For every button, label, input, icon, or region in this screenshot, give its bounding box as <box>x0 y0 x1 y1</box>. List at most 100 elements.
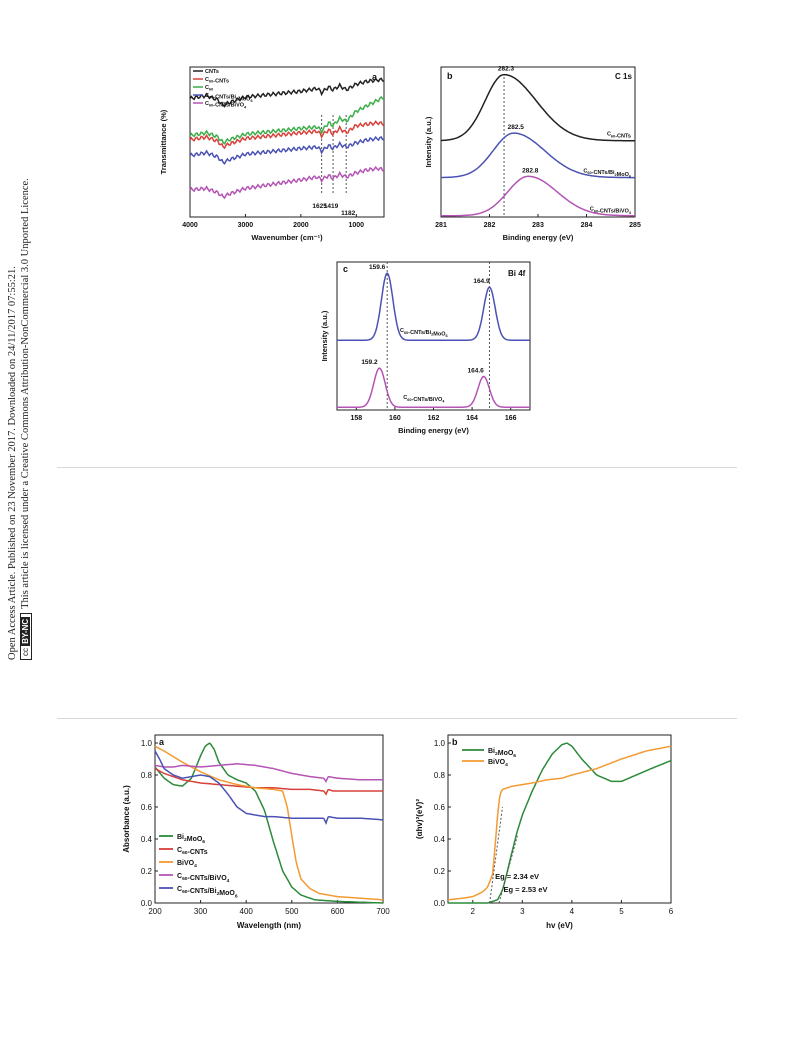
panel-label: b <box>447 71 453 81</box>
x-axis-label: Wavelength (nm) <box>237 921 301 930</box>
series-bi2moo6-line <box>448 742 672 904</box>
x-axis-label: Binding energy (eV) <box>398 426 469 435</box>
x-tick-label: 3000 <box>238 222 254 229</box>
ftir-figure: 4000 3000 2000 1000 Wavenumber (cm⁻¹) Transmi… <box>159 66 385 242</box>
legend-entry: C60-CNTs <box>205 77 229 85</box>
peak-label: 282.8 <box>522 167 539 174</box>
peak-label: 282.5 <box>508 124 525 131</box>
legend-entry: C60-CNTs/BiVO4 <box>177 873 230 884</box>
marker-label: 1625 <box>312 203 327 210</box>
x-tick-label: 282 <box>484 222 496 229</box>
series-c60-cnts-bivo4-line <box>189 165 385 200</box>
x-tick-label: 164 <box>466 415 478 422</box>
peak-label: 164.9 <box>473 278 490 285</box>
x-tick-label: 162 <box>428 415 440 422</box>
x-axis-label: Wavenumber (cm⁻¹) <box>251 233 323 242</box>
x-tick-label: 285 <box>629 222 641 229</box>
bi4f-figure: 158 160 162 164 166 Binding energy (eV) Intens… <box>320 261 531 435</box>
peak-label: 159.2 <box>361 359 378 366</box>
y-tick-label: 0.8 <box>434 771 446 780</box>
series-label: C60-CNTs/BiVO4 <box>403 395 445 403</box>
y-tick-label: 0.2 <box>434 867 446 876</box>
band-gap-annotation: Eg = 2.53 eV <box>504 885 548 894</box>
series-c60-cnts-bivo4-line <box>441 175 635 217</box>
tauc-figure: 2 3 4 5 6 0.0 0.2 0.4 0.6 0.8 1.0 hv (eV) (αhv)²(eV)… <box>415 734 674 930</box>
panel-label: b <box>452 737 458 747</box>
legend-entry: C60-CNTs <box>177 847 208 856</box>
x-tick-label: 5 <box>619 907 624 916</box>
series-c60-cnts-bi2moo6-line <box>337 272 530 341</box>
x-tick-label: 1000 <box>348 222 364 229</box>
x-tick-label: 160 <box>389 415 401 422</box>
x-tick-label: 500 <box>285 907 299 916</box>
series-c60-cnts-bi2moo6-line <box>154 750 384 826</box>
peak-label: 282.3 <box>498 66 515 73</box>
series-c60-cnts-bivo4-line <box>337 367 530 408</box>
legend-entry: Bi2MoO6 <box>488 748 516 759</box>
y-tick-label: 1.0 <box>141 739 153 748</box>
plot-frame <box>447 734 672 904</box>
uvvis-figure: 200 300 400 500 600 700 0.0 0.2 0.4 0.6 0.8 1.0 Wave… <box>122 734 390 930</box>
panel-label: a <box>372 72 378 82</box>
plot-frame <box>154 734 384 904</box>
y-tick-label: 0.0 <box>141 899 153 908</box>
panel-label: a <box>159 737 165 747</box>
legend-entry: Bi2MoO6 <box>177 834 205 845</box>
series-c60-cnts-line <box>154 767 383 796</box>
series-c60-cnts-line <box>189 120 385 150</box>
legend-entry: C60-CNTs/Bi2MoO6 <box>205 93 253 103</box>
legend-entry: CNTs <box>205 69 219 75</box>
y-axis-label: (αhv)²(eV)² <box>415 799 424 839</box>
plot-frame <box>440 66 636 218</box>
x-tick-label: 2 <box>471 907 476 916</box>
band-gap-annotation: Eg = 2.34 eV <box>495 872 539 881</box>
section-divider <box>57 718 737 719</box>
x-tick-label: 200 <box>148 907 162 916</box>
series-c60-cnts-bi2moo6-line <box>441 132 635 179</box>
element-label: C 1s <box>615 72 632 81</box>
series-c60-cnts-line <box>440 73 635 142</box>
y-axis-label: Intensity (a.u.) <box>320 310 329 361</box>
series-label: C60-CNTs <box>607 132 631 140</box>
section-divider <box>57 467 737 468</box>
c1s-figure: 281 282 283 284 285 Binding energy (eV) Intens… <box>424 66 641 242</box>
legend-entry: BiVO4 <box>177 860 197 869</box>
tangent-line <box>489 806 504 904</box>
x-tick-label: 400 <box>240 907 254 916</box>
y-tick-label: 0.2 <box>141 867 153 876</box>
legend-entry: C60-CNTs/Bi2MoO6 <box>177 886 238 899</box>
panel-label: c <box>343 264 348 274</box>
x-tick-label: 2000 <box>293 222 309 229</box>
legend-entry: BiVO4 <box>488 759 508 768</box>
peak-label: 159.6 <box>369 264 386 271</box>
x-tick-label: 600 <box>331 907 345 916</box>
y-tick-label: 0.4 <box>434 835 446 844</box>
series-cnts-line <box>189 77 385 108</box>
y-axis-label: Absorbance (a.u.) <box>122 785 131 853</box>
legend-entry: C60 <box>205 85 213 92</box>
element-label: Bi 4f <box>508 269 526 278</box>
y-tick-label: 0.6 <box>434 803 446 812</box>
y-tick-label: 1.0 <box>434 739 446 748</box>
series-bivo4-line <box>447 745 672 901</box>
x-tick-label: 3 <box>520 907 525 916</box>
legend-entry: C60-CNTs/BiVO4 <box>205 101 247 109</box>
y-tick-label: 0.6 <box>141 803 153 812</box>
x-axis-label: Binding energy (eV) <box>503 233 574 242</box>
series-c60-cnts-bi2moo6-line <box>189 135 385 165</box>
x-tick-label: 4 <box>570 907 575 916</box>
y-tick-label: 0.8 <box>141 771 153 780</box>
x-tick-label: 166 <box>505 415 517 422</box>
series-bivo4-line <box>154 745 384 901</box>
x-tick-label: 300 <box>194 907 208 916</box>
y-tick-label: 0.4 <box>141 835 153 844</box>
series-bi2moo6-line <box>154 742 383 904</box>
series-label: C60-CNTs/BiVO4 <box>590 207 632 215</box>
marker-label: 1182 <box>341 210 355 217</box>
x-tick-label: 4000 <box>182 222 198 229</box>
y-tick-label: 0.0 <box>434 899 446 908</box>
series-c60-cnts-bivo4-line <box>154 763 383 783</box>
x-tick-label: 284 <box>581 222 593 229</box>
x-tick-label: 283 <box>532 222 544 229</box>
